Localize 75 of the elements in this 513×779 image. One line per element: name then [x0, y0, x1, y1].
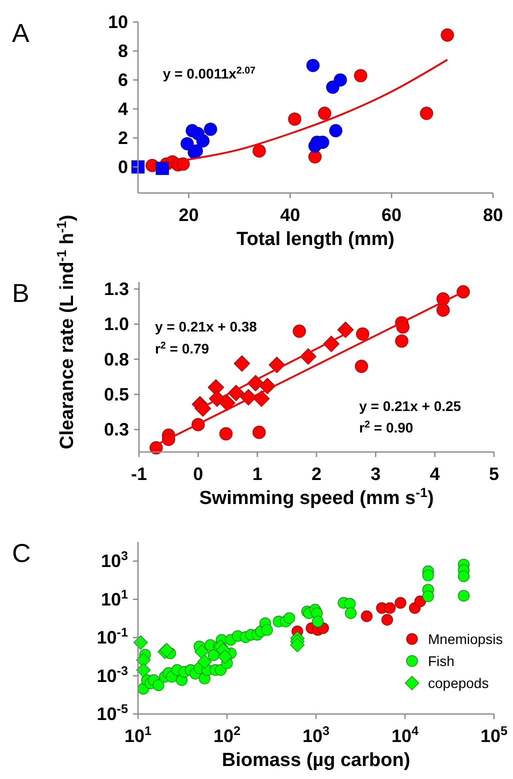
- point: [288, 112, 302, 126]
- point: [326, 80, 340, 94]
- x-tick-label: -1: [130, 464, 148, 484]
- x-tick-label: 10$^{3}$: [302, 724, 330, 746]
- y-tick-label: 1.0: [104, 314, 129, 334]
- x-tick-label: 60: [382, 205, 402, 225]
- y-tick-label: 10: [108, 12, 128, 32]
- point: [131, 160, 145, 174]
- x-tick-label: 3: [370, 464, 381, 484]
- x-axis-title: Biomass (µg carbon): [222, 750, 410, 771]
- point: [194, 400, 212, 417]
- x-tick-label: 20: [178, 205, 199, 225]
- point: [180, 137, 194, 150]
- x-tick-label: 0: [193, 464, 204, 484]
- x-tick-label: 80: [482, 205, 504, 225]
- point: [156, 162, 169, 176]
- x-tick-label: 2: [311, 464, 322, 484]
- annotation: y = 0.21x + 0.25: [359, 398, 462, 414]
- point: [234, 355, 250, 372]
- x-axis-title: Swimming speed (mm s$^{-1}$): [199, 484, 434, 509]
- y-tick-label: 0.5: [104, 384, 129, 404]
- point: [253, 390, 270, 407]
- annotation: y = 0.0011x$^{2.07}$: [162, 64, 256, 82]
- y-tick-label: 10$^{-5}$: [96, 702, 128, 724]
- legend-label: copepods: [428, 675, 489, 691]
- point: [218, 394, 236, 412]
- point: [354, 68, 368, 82]
- point: [308, 150, 322, 164]
- y-tick-label: 10$^{1}$: [100, 587, 128, 610]
- point: [196, 134, 210, 148]
- annotation: r$^{2}$ = 0.90: [359, 418, 414, 436]
- point: [420, 106, 434, 120]
- y-tick-label: 2: [118, 128, 128, 148]
- y-tick-label: 10$^{3}$: [100, 549, 128, 572]
- x-tick-label: 40: [280, 205, 300, 225]
- y-tick-label: 0.3: [104, 420, 129, 440]
- x-tick-label: 10$^{5}$: [480, 724, 508, 746]
- x-tick-label: 10$^{4}$: [391, 724, 419, 746]
- chart-title: C: [12, 538, 31, 568]
- y-tick-label: 0: [118, 156, 128, 177]
- point: [356, 327, 370, 341]
- legend-label: Fish: [428, 653, 454, 669]
- point: [456, 285, 470, 298]
- x-tick-label: 1: [252, 464, 262, 484]
- point: [306, 58, 320, 72]
- y-tick-label: 10$^{-1}$: [96, 626, 128, 648]
- x-tick-label: 10$^{2}$: [213, 724, 241, 746]
- y-tick-label: 1.3: [104, 279, 129, 300]
- x-axis-title: Total length (mm): [236, 229, 394, 250]
- point: [354, 360, 368, 373]
- point: [292, 324, 306, 338]
- annotation: y = 0.21x + 0.38: [154, 318, 258, 334]
- point: [204, 122, 218, 136]
- x-tick-label: 4: [430, 464, 440, 484]
- chart-title: B: [12, 278, 30, 308]
- annotation: r$^{2}$ = 0.79: [154, 340, 210, 356]
- point: [252, 144, 266, 158]
- chart-title: A: [12, 18, 30, 48]
- point: [316, 136, 330, 149]
- point: [436, 303, 450, 317]
- y-tick-label: 6: [118, 70, 128, 90]
- point: [318, 106, 332, 120]
- point: [334, 73, 347, 87]
- point: [329, 124, 342, 138]
- point: [252, 426, 266, 439]
- y-tick-label: 4: [118, 98, 128, 119]
- point: [337, 322, 354, 338]
- y-tick-label: 8: [118, 40, 128, 61]
- y-tick-label: 10$^{-3}$: [96, 664, 128, 686]
- legend-label: Mnemiopsis: [428, 631, 503, 647]
- point: [219, 427, 233, 440]
- point: [395, 334, 408, 348]
- x-tick-label: 5: [488, 464, 500, 484]
- y-tick-label: 0.8: [104, 349, 129, 370]
- point: [440, 28, 454, 42]
